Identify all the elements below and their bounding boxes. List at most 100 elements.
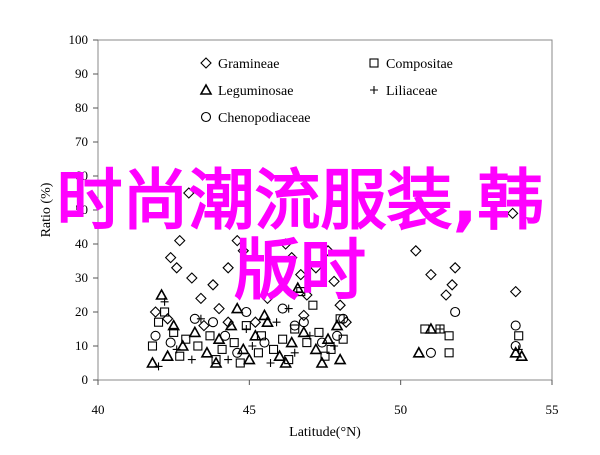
legend-label-compositae: Compositae	[386, 57, 453, 72]
leguminosae-point	[333, 352, 347, 365]
y-tick-label: 0	[82, 372, 89, 387]
liliaceae-point	[266, 359, 275, 367]
chenopodiaceae-point	[510, 340, 521, 352]
liliaceae-legend-marker	[370, 86, 378, 94]
y-tick-label: 20	[75, 304, 88, 319]
gramineae-point	[425, 268, 437, 281]
leguminosae-point	[167, 318, 181, 331]
chenopodiaceae-point	[277, 303, 288, 314]
x-axis-title: Latitude(°N)	[289, 425, 361, 440]
watermark-text-line-1: 时尚潮流服装,韩	[56, 162, 544, 239]
y-tick-label: 100	[69, 32, 89, 47]
chenopodiaceae-point	[165, 337, 176, 348]
compositae-point	[320, 351, 330, 361]
chenopodiaceae-point	[220, 330, 231, 341]
gramineae-point	[301, 289, 313, 301]
leguminosae-point	[321, 332, 335, 345]
gramineae-point	[249, 316, 262, 328]
liliaceae-point	[160, 297, 169, 306]
series-liliaceae	[154, 297, 523, 371]
gramineae-point	[279, 238, 292, 250]
compositae-point	[181, 334, 191, 344]
compositae-point	[153, 317, 164, 327]
leguminosae-point	[291, 281, 305, 294]
gramineae-point	[213, 302, 225, 315]
chenopodiaceae-legend-marker	[200, 111, 212, 123]
compositae-point	[514, 331, 524, 341]
leguminosae-point	[242, 352, 256, 365]
chenopodiaceae-point	[189, 313, 200, 324]
gramineae-point	[410, 245, 422, 257]
leguminosae-point	[236, 342, 250, 355]
data-points	[146, 187, 529, 371]
leguminosae-point	[188, 325, 202, 338]
compositae-point	[147, 341, 158, 351]
gramineae-point	[186, 272, 198, 284]
compositae-point	[314, 327, 324, 337]
liliaceae-point	[154, 362, 163, 371]
leguminosae-point	[309, 342, 323, 355]
compositae-point	[211, 355, 221, 365]
liliaceae-point	[436, 325, 445, 333]
legend-label-chenopodiaceae: Chenopodiaceae	[218, 111, 311, 126]
legend-label-gramineae: Gramineae	[218, 57, 279, 72]
chenopodiaceae-point	[450, 306, 461, 318]
liliaceae-point	[330, 342, 339, 350]
leguminosae-point	[200, 346, 214, 358]
chenopodiaceae-point	[207, 317, 219, 328]
leguminosae-point	[412, 346, 426, 358]
gramineae-point	[328, 275, 340, 288]
y-axis-title: Ratio (%)	[39, 182, 54, 237]
liliaceae-point	[284, 304, 293, 313]
compositae-point	[444, 348, 454, 358]
gramineae-point	[285, 251, 298, 264]
x-tick-label: 45	[243, 402, 256, 417]
liliaceae-point	[248, 342, 257, 350]
gramineae-point	[170, 262, 183, 274]
legend-label-leguminosae: Leguminosae	[218, 84, 293, 99]
y-tick-label: 70	[75, 134, 88, 149]
liliaceae-point	[272, 318, 281, 327]
compositae-point	[268, 344, 279, 354]
leguminosae-point	[285, 335, 299, 348]
compositae-point	[444, 331, 454, 341]
chenopodiaceae-point	[332, 330, 343, 341]
y-tick-label: 30	[75, 270, 88, 285]
leguminosae-point	[176, 339, 190, 351]
compositae-point	[169, 327, 179, 337]
leguminosae-point	[161, 349, 174, 362]
gramineae-point	[237, 245, 250, 257]
liliaceae-point	[290, 348, 299, 357]
gramineae-point	[295, 268, 307, 281]
gramineae-point	[161, 313, 174, 325]
compositae-legend-marker	[369, 58, 379, 68]
gramineae-point	[222, 262, 234, 274]
gramineae-point	[149, 306, 162, 318]
leguminosae-point	[209, 356, 223, 368]
x-axis: 40 45 50 55	[92, 380, 559, 417]
leguminosae-point	[330, 318, 344, 331]
y-tick-label: 10	[75, 338, 88, 353]
leguminosae-point	[146, 356, 159, 368]
plot-frame	[97, 39, 553, 381]
leguminosae-point	[224, 318, 238, 331]
chenopodiaceae-point	[259, 337, 270, 348]
compositae-point	[302, 338, 312, 348]
gramineae-point	[195, 292, 207, 305]
chenopodiaceae-point	[338, 313, 349, 324]
x-tick-label: 40	[92, 402, 105, 417]
leguminosae-point	[424, 322, 438, 334]
chenopodiaceae-point	[241, 306, 252, 318]
chenopodiaceae-point	[298, 317, 309, 328]
compositae-point	[308, 300, 318, 310]
y-axis: 0 10 20 30 40 50 60 70 80 90 100	[69, 32, 98, 387]
y-tick-label: 50	[75, 202, 88, 217]
chenopodiaceae-point	[510, 320, 521, 331]
liliaceae-point	[224, 355, 233, 364]
compositae-point	[326, 344, 336, 354]
series-gramineae	[149, 187, 522, 332]
y-tick-label: 90	[75, 66, 88, 81]
gramineae-point	[198, 319, 210, 332]
gramineae-point	[334, 299, 346, 311]
